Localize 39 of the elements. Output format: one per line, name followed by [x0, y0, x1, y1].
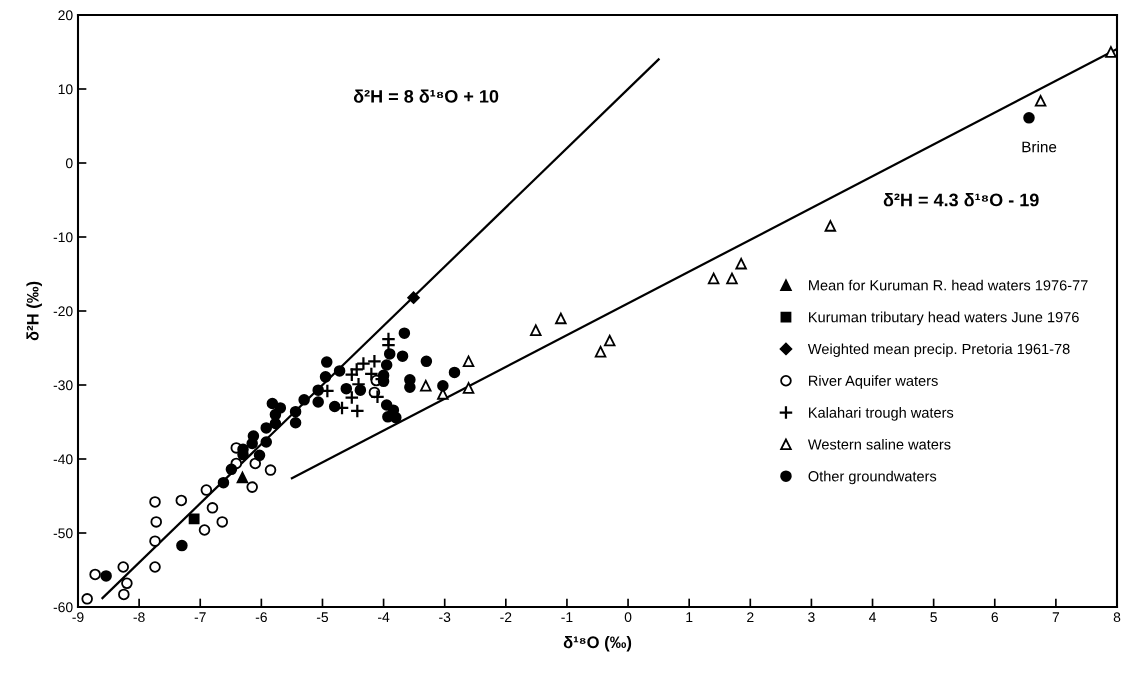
x-axis-title: δ¹⁸O (‰) [563, 635, 632, 652]
y-tick-label: 0 [65, 158, 73, 169]
x-tick-label: -2 [500, 612, 512, 622]
legend-label: Kuruman tributary head waters June 1976 [809, 311, 1079, 326]
x-tick-label: 3 [808, 612, 815, 623]
y-tick-label: 20 [58, 10, 73, 21]
annotation: δ²H = 4.3 δ¹⁸O - 19 [883, 193, 1039, 207]
x-tick-label: -9 [72, 612, 84, 623]
y-tick-label: -40 [53, 454, 73, 465]
x-tick-label: 1 [686, 612, 693, 622]
x-tick-label: -3 [439, 612, 451, 623]
legend-label: River Aquifer waters [809, 375, 938, 389]
x-tick-label: -8 [133, 612, 145, 623]
annotation: δ²H = 8 δ¹⁸O + 10 [353, 89, 499, 103]
legend-label: Mean for Kuruman R. head waters 1976-77 [809, 279, 1088, 291]
x-tick-label: -1 [561, 612, 573, 622]
y-axis-title: δ²H (‰) [26, 281, 42, 341]
x-tick-label: 2 [747, 612, 754, 622]
legend-label: Other groundwaters [808, 470, 937, 485]
y-tick-label: -30 [53, 380, 73, 391]
x-tick-label: -4 [378, 612, 390, 622]
x-tick-label: 4 [868, 612, 876, 622]
y-tick-label: -10 [53, 232, 73, 243]
x-tick-label: -7 [194, 612, 206, 622]
x-tick-label: -5 [316, 612, 329, 623]
annotation: Brine [1022, 141, 1057, 153]
y-tick-label: 10 [58, 84, 73, 95]
legend-label: Weighted mean precip. Pretoria 1961-78 [807, 343, 1070, 358]
x-tick-label: 7 [1052, 612, 1060, 622]
x-tick-label: 8 [1113, 612, 1121, 623]
y-tick-label: -20 [53, 306, 73, 317]
legend-label: Kalahari trough waters [809, 407, 954, 421]
x-tick-label: 6 [991, 612, 999, 623]
y-tick-label: -50 [53, 528, 73, 539]
x-tick-label: -6 [255, 612, 267, 623]
y-tick-label: -60 [53, 602, 73, 613]
x-tick-label: 5 [930, 612, 937, 623]
legend-label: Western saline waters [807, 438, 951, 450]
x-tick-label: 0 [624, 612, 632, 623]
